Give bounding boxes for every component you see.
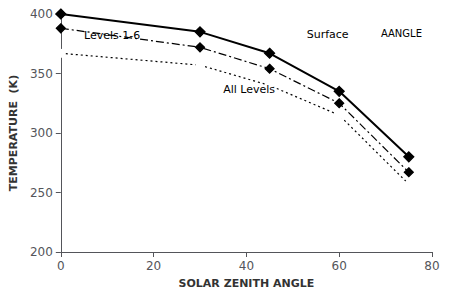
svg-text:AANGLE: AANGLE	[381, 28, 422, 39]
svg-text:Surface: Surface	[307, 28, 349, 41]
svg-text:300: 300	[30, 126, 53, 140]
svg-text:TEMPERATURE (K): TEMPERATURE (K)	[7, 75, 20, 191]
svg-text:SOLAR ZENITH ANGLE: SOLAR ZENITH ANGLE	[179, 277, 315, 290]
svg-text:20: 20	[146, 259, 161, 273]
svg-text:60: 60	[332, 259, 347, 273]
svg-text:350: 350	[30, 67, 53, 81]
svg-text:Levels 1-6: Levels 1-6	[84, 29, 140, 42]
svg-text:200: 200	[30, 245, 53, 259]
svg-text:400: 400	[30, 7, 53, 21]
svg-text:All Levels: All Levels	[223, 83, 275, 96]
svg-text:250: 250	[30, 186, 53, 200]
svg-text:80: 80	[424, 259, 439, 273]
svg-text:0: 0	[57, 259, 65, 273]
svg-text:40: 40	[239, 259, 254, 273]
